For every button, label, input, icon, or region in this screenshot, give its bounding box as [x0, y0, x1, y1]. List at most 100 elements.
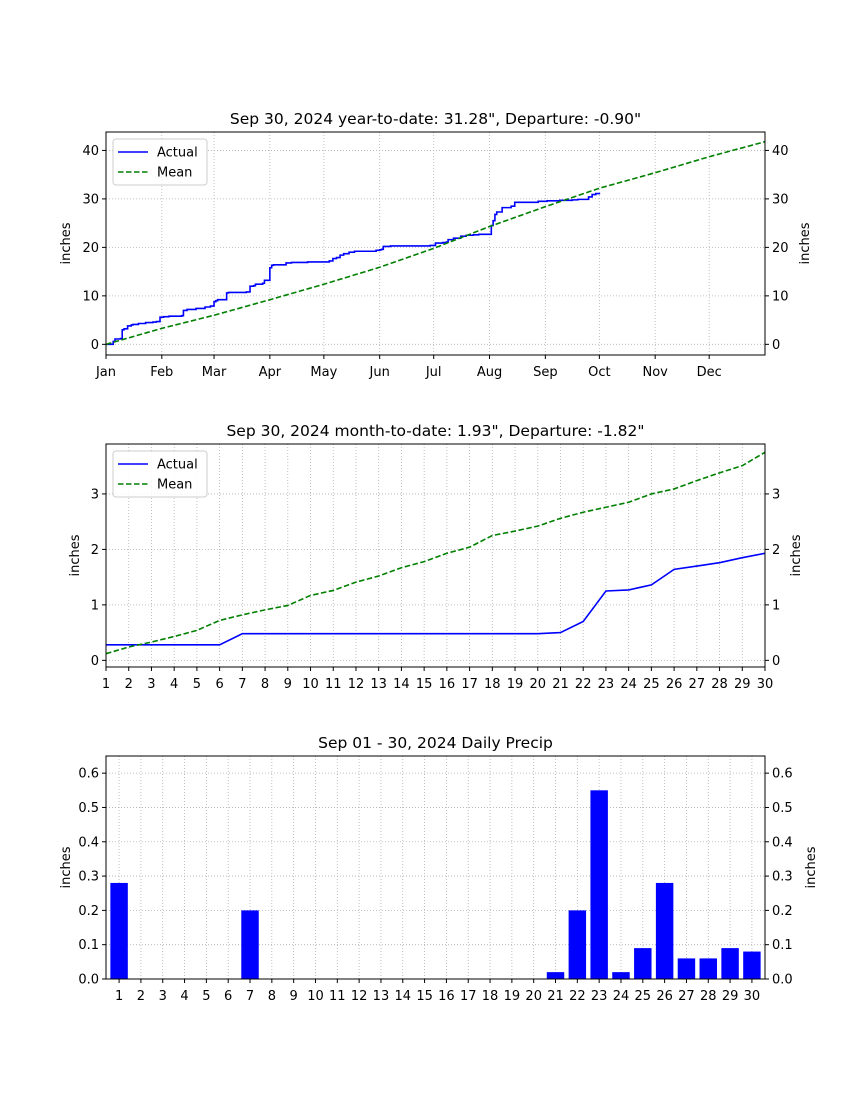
x-tick-label: 8 [261, 677, 269, 692]
y-axis-label-left: inches [59, 846, 74, 888]
precip-bar-day-25 [634, 948, 652, 979]
y-axis-label-right: inches [789, 534, 804, 576]
x-tick-label: 10 [302, 677, 319, 692]
x-tick-label: 26 [656, 989, 673, 1004]
y-tick-label: 0.6 [78, 767, 99, 782]
y-tick-label: 0.3 [78, 870, 99, 885]
precip-bar-day-24 [612, 972, 630, 979]
x-tick-label: 10 [307, 989, 324, 1004]
y-tick-label-right: 3 [772, 487, 780, 502]
precip-bar-day-30 [743, 951, 761, 979]
y-tick-label: 3 [91, 487, 99, 502]
precip-bar-day-23 [590, 790, 608, 979]
x-tick-label: 15 [416, 989, 433, 1004]
chart-title: Sep 30, 2024 year-to-date: 31.28", Depar… [230, 110, 641, 128]
x-tick-label: Sep [533, 365, 558, 380]
ytd-chart: Jan Feb Mar Apr May Jun Jul Aug Sep Oct Nov Dec 0 0 10… [59, 110, 813, 380]
x-tick-label: 8 [268, 989, 276, 1004]
y-tick-label: 0.2 [78, 904, 99, 919]
legend-label-actual: Actual [157, 146, 198, 161]
x-tick-label: 28 [711, 677, 728, 692]
x-tick-label: 29 [734, 677, 751, 692]
x-tick-label: 21 [552, 677, 569, 692]
x-tick-label: Apr [259, 365, 282, 380]
precip-bar-day-21 [546, 972, 565, 979]
y-tick-label-right: 0.0 [772, 973, 793, 988]
series-line-mean [105, 451, 766, 655]
y-tick-label: 40 [82, 144, 99, 159]
y-tick-label-right: 0.6 [772, 767, 793, 782]
x-tick-label: 16 [438, 989, 455, 1004]
x-tick-label: 15 [416, 677, 433, 692]
precip-bar-day-29 [721, 948, 739, 979]
x-tick-label: Jun [369, 365, 390, 380]
y-tick-label-right: 1 [772, 598, 780, 613]
mtd-chart: 1 2 3 4 5 6 7 8 9 10 11 12 13 14 15 16 17 18 19 20 21 22 23 24 2… [68, 422, 804, 692]
x-tick-label: 7 [238, 677, 246, 692]
legend-box [112, 138, 208, 186]
x-tick-label: 30 [744, 989, 761, 1004]
legend-label-mean: Mean [157, 166, 192, 181]
precip-bar-day-28 [699, 958, 717, 979]
x-tick-label: 21 [547, 989, 564, 1004]
y-tick-label-right: 0.1 [772, 938, 793, 953]
series-line-actual [106, 192, 601, 346]
plot-frame [105, 443, 766, 668]
x-tick-label: 5 [202, 989, 210, 1004]
x-tick-label: 18 [482, 989, 499, 1004]
x-tick-label: 29 [722, 989, 739, 1004]
legend-box [112, 450, 208, 498]
precip-bar-day-1 [110, 882, 128, 979]
x-tick-label: Aug [477, 365, 502, 380]
y-axis-label-left: inches [68, 534, 83, 576]
y-tick-label: 2 [91, 543, 99, 558]
x-tick-label: 2 [125, 677, 133, 692]
x-tick-label: 3 [159, 989, 167, 1004]
x-tick-label: Feb [150, 365, 173, 380]
y-tick-label: 0.1 [78, 938, 99, 953]
x-tick-label: 1 [115, 989, 123, 1004]
x-tick-label: 14 [394, 989, 411, 1004]
x-tick-label: 20 [529, 677, 546, 692]
x-tick-label: 3 [147, 677, 155, 692]
chart-title: Sep 01 - 30, 2024 Daily Precip [318, 734, 553, 752]
x-tick-label: 11 [329, 989, 346, 1004]
y-axis-label-right: inches [804, 846, 819, 888]
y-tick-label-right: 0 [772, 338, 780, 353]
x-tick-label: Jan [95, 365, 116, 380]
x-tick-label: 6 [215, 677, 223, 692]
x-tick-label: 24 [620, 677, 637, 692]
x-tick-label: 30 [757, 677, 774, 692]
x-tick-label: 18 [484, 677, 501, 692]
x-tick-label: 9 [290, 989, 298, 1004]
x-tick-label: 12 [351, 989, 368, 1004]
x-tick-label: 22 [575, 677, 592, 692]
x-tick-label: 22 [569, 989, 586, 1004]
y-tick-label: 0.5 [78, 801, 99, 816]
x-tick-label: 17 [461, 677, 478, 692]
x-tick-label: Mar [202, 365, 227, 380]
y-tick-label-right: 20 [772, 241, 789, 256]
chart-title: Sep 30, 2024 month-to-date: 1.93", Depar… [226, 422, 644, 440]
y-tick-label-right: 30 [772, 192, 789, 207]
plot-frame [105, 755, 766, 980]
x-tick-label: 7 [246, 989, 254, 1004]
y-tick-label-right: 0.3 [772, 870, 793, 885]
y-tick-label: 0 [91, 338, 99, 353]
x-tick-label: 27 [678, 989, 695, 1004]
y-tick-label: 0 [91, 654, 99, 669]
x-tick-label: 19 [507, 677, 524, 692]
x-tick-label: 2 [137, 989, 145, 1004]
x-tick-label: 4 [180, 989, 188, 1004]
plot-frame [105, 131, 766, 356]
x-tick-label: 23 [598, 677, 615, 692]
y-tick-label: 1 [91, 598, 99, 613]
y-tick-label-right: 10 [772, 289, 789, 304]
x-tick-label: 16 [439, 677, 456, 692]
x-tick-label: Jul [425, 365, 442, 380]
x-tick-label: 1 [102, 677, 110, 692]
precip-bar-day-7 [241, 910, 259, 979]
x-tick-label: Nov [642, 365, 668, 380]
x-tick-label: Dec [697, 365, 722, 380]
